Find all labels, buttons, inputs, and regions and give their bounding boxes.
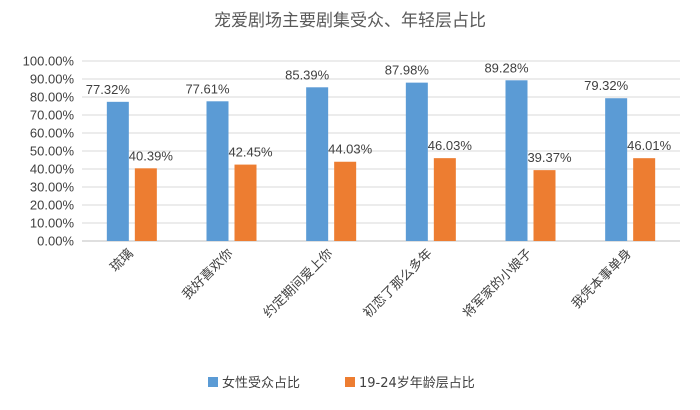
data-label: 39.37%: [527, 150, 572, 165]
data-label: 79.32%: [584, 78, 629, 93]
legend-swatch: [345, 377, 355, 387]
y-tick-label: 10.00%: [30, 216, 75, 231]
category-label: 琉璃: [108, 246, 137, 275]
category-label: 我凭本事单身: [569, 246, 635, 312]
bar-age-19-24: [134, 168, 157, 241]
bar-female: [405, 82, 428, 241]
y-tick-label: 50.00%: [30, 144, 75, 159]
bar-female: [206, 101, 229, 241]
bar-female: [306, 87, 329, 241]
bar-female: [605, 98, 628, 241]
y-tick-label: 100.00%: [23, 54, 75, 69]
data-label: 89.28%: [484, 60, 529, 75]
data-label: 87.98%: [385, 63, 430, 78]
y-tick-label: 90.00%: [30, 72, 75, 87]
bar-age-19-24: [433, 158, 456, 241]
category-label: 初恋了那么多年: [360, 246, 436, 322]
legend-label: 19-24岁年龄层占比: [359, 376, 475, 391]
y-tick-label: 30.00%: [30, 180, 75, 195]
y-tick-label: 0.00%: [37, 234, 74, 249]
category-label: 将军家的小娘子: [460, 246, 536, 322]
data-label: 44.03%: [328, 142, 373, 157]
data-label: 77.32%: [86, 82, 131, 97]
category-label: 约定期间爱上你: [261, 246, 336, 321]
data-label: 85.39%: [285, 67, 330, 82]
legend-label: 女性受众占比: [222, 375, 300, 391]
bar-age-19-24: [234, 164, 257, 241]
category-label: 我好喜欢你: [180, 246, 237, 303]
bar-age-19-24: [533, 170, 556, 241]
chart-title: 宠爱剧场主要剧集受众、年轻层占比: [214, 11, 486, 31]
y-tick-label: 80.00%: [30, 90, 75, 105]
y-tick-label: 20.00%: [30, 198, 75, 213]
data-label: 42.45%: [228, 145, 273, 160]
bar-female: [505, 80, 528, 242]
data-label: 46.01%: [627, 138, 672, 153]
bar-female: [106, 101, 129, 241]
y-tick-label: 60.00%: [30, 126, 75, 141]
legend-swatch: [208, 377, 218, 387]
data-label: 77.61%: [185, 81, 230, 96]
data-label: 46.03%: [428, 138, 473, 153]
y-tick-label: 40.00%: [30, 162, 75, 177]
bar-age-19-24: [633, 158, 656, 241]
bar-age-19-24: [334, 161, 357, 241]
y-tick-label: 70.00%: [30, 108, 75, 123]
data-label: 40.39%: [129, 148, 174, 163]
